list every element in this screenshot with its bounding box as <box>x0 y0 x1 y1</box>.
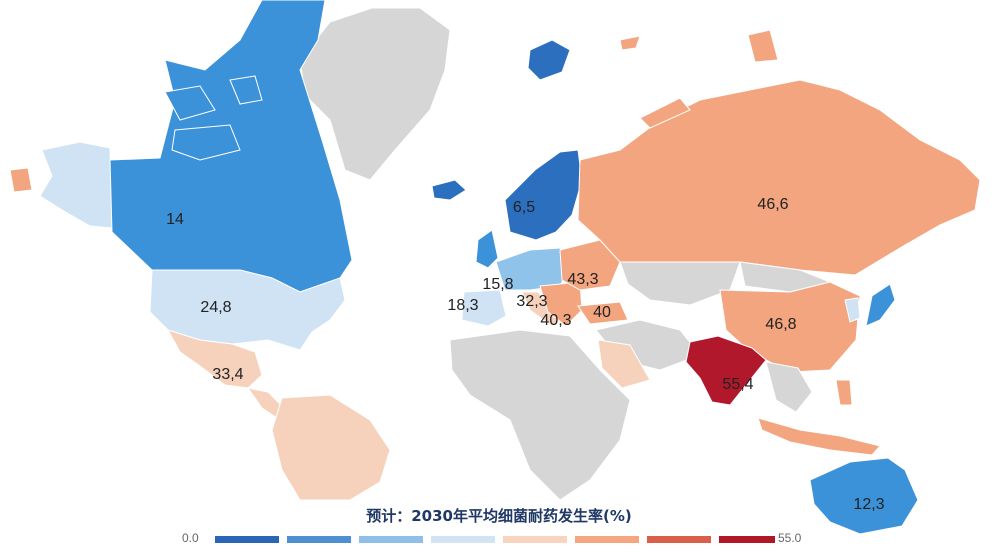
legend-bin-8 <box>719 536 775 543</box>
legend-max-label: 55.0 <box>778 531 802 545</box>
legend-bin-5 <box>503 536 567 543</box>
label-usa: 24,8 <box>200 299 232 316</box>
legend-bin-3 <box>359 536 423 543</box>
label-germany: 15,8 <box>482 276 514 293</box>
label-russia: 46,6 <box>757 196 789 213</box>
label-india: 55,4 <box>722 376 754 393</box>
label-mexico: 33,4 <box>212 366 244 383</box>
label-canada: 14 <box>166 211 184 228</box>
turkey-region <box>577 301 629 325</box>
label-australia: 12,3 <box>853 496 885 513</box>
alaska-west-tip <box>9 167 33 193</box>
russia-northern-islands <box>619 29 779 129</box>
label-turkey: 40 <box>593 304 611 321</box>
central-asia-region <box>619 261 741 306</box>
indonesia-region <box>757 417 881 456</box>
legend-bin-4 <box>431 536 495 543</box>
alaska-region <box>39 141 113 229</box>
label-china: 46,8 <box>765 316 797 333</box>
mexico-region <box>166 329 263 389</box>
india-region <box>685 335 767 406</box>
legend-min-label: 0.0 <box>182 531 199 545</box>
south-america-region <box>271 394 391 501</box>
africa-region <box>449 329 631 501</box>
label-greece: 40,3 <box>540 312 572 329</box>
legend-bin-1 <box>215 536 279 543</box>
greenland-region <box>299 7 451 181</box>
southeast-asia-region <box>765 361 813 413</box>
australia-region <box>809 457 919 535</box>
italy-region <box>521 291 561 327</box>
label-east-europe: 43,3 <box>567 271 599 288</box>
scandinavia-region <box>504 149 583 241</box>
legend-bin-7 <box>647 536 711 543</box>
map-title: 预计：2030年平均细菌耐药发生率(%) <box>366 507 632 525</box>
china-region <box>719 281 861 373</box>
svalbard-region <box>527 39 571 81</box>
canada-arctic-islands <box>164 75 263 161</box>
russia-region <box>577 79 981 276</box>
label-spain: 18,3 <box>447 297 479 314</box>
label-italy: 32,3 <box>516 293 548 310</box>
legend-bin-2 <box>287 536 351 543</box>
philippines-region <box>835 379 853 406</box>
korea-region <box>844 297 861 323</box>
uk-region <box>475 229 499 269</box>
label-sweden: 6,5 <box>512 199 536 216</box>
iceland-region <box>431 179 467 201</box>
japan-region <box>865 283 896 327</box>
legend-bin-6 <box>575 536 639 543</box>
arabia-region <box>597 339 651 389</box>
iberia-region <box>461 289 507 327</box>
